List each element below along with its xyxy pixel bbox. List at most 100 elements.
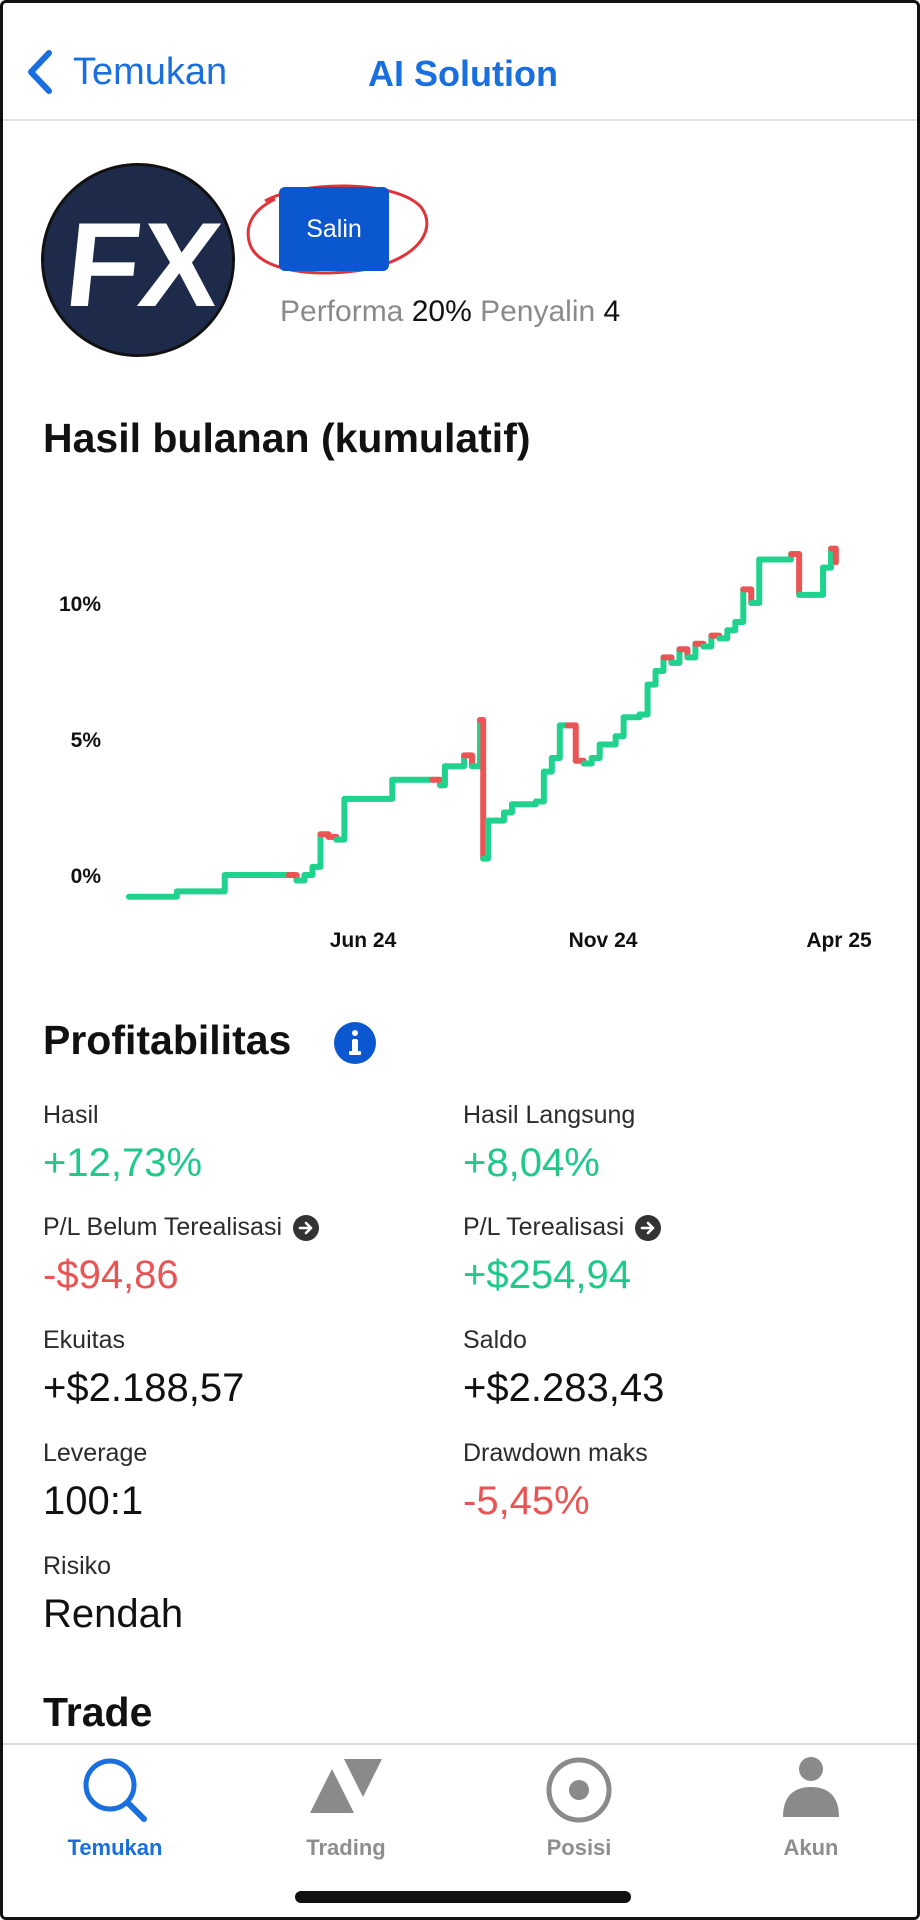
line-segment-up — [126, 888, 180, 900]
metric-label: Leverage — [43, 1439, 147, 1468]
bottom-tab-bar: Temukan Trading Posisi Akun — [3, 1743, 917, 1917]
y-tick-label: 0% — [71, 865, 102, 888]
profitability-title: Profitabilitas — [43, 1017, 292, 1063]
info-icon[interactable] — [333, 1021, 377, 1065]
chevron-left-icon — [28, 50, 52, 94]
metric-value: +$254,94 — [463, 1253, 631, 1297]
metric-label: Ekuitas — [43, 1326, 125, 1355]
copiers-label: Penyalin — [480, 295, 596, 328]
metric-label-text: Leverage — [43, 1439, 148, 1467]
line-segment-up — [532, 768, 547, 805]
metric-label: Saldo — [463, 1326, 527, 1355]
metric-label: Hasil — [43, 1101, 99, 1130]
line-segment-up — [173, 872, 228, 895]
search-icon — [83, 1758, 147, 1822]
back-label: Temukan — [73, 50, 228, 93]
line-segment-up — [480, 817, 491, 862]
home-indicator — [295, 1891, 631, 1903]
performance-label: Performa — [280, 295, 404, 328]
x-tick-label: Jun 24 — [330, 929, 397, 952]
line-segment-down — [461, 752, 476, 770]
line-segment-down — [477, 716, 487, 862]
line-segment-up — [636, 681, 651, 718]
nav-header: Temukan AI Solution — [3, 3, 917, 121]
trading-icon — [310, 1759, 382, 1813]
line-segment-up — [612, 714, 627, 740]
line-segment-down — [564, 722, 579, 764]
trade-title: Trade — [43, 1689, 153, 1735]
metric-value: -$94,86 — [43, 1253, 179, 1297]
line-segment-up — [381, 776, 396, 802]
y-tick-label: 5% — [71, 729, 102, 752]
monthly-results-title: Hasil bulanan (kumulatif) — [43, 415, 531, 461]
line-segment-up — [540, 755, 555, 775]
tab-label: Trading — [306, 1835, 386, 1860]
line-segment-up — [644, 668, 659, 688]
tab-posisi[interactable]: Posisi — [479, 1745, 679, 1875]
position-icon — [546, 1757, 612, 1823]
line-segment-up — [748, 556, 763, 606]
metric-value: 100:1 — [43, 1479, 144, 1523]
tab-trading[interactable]: Trading — [246, 1745, 446, 1875]
line-segment-up — [820, 545, 835, 571]
metric-label: Risiko — [43, 1552, 111, 1581]
tab-label: Akun — [783, 1835, 839, 1860]
line-segment-up — [469, 716, 484, 770]
x-tick-label: Apr 25 — [806, 929, 872, 952]
back-button[interactable]: Temukan — [25, 47, 227, 97]
tab-label: Posisi — [546, 1835, 612, 1860]
metric-value: +12,73% — [43, 1141, 203, 1185]
tab-akun[interactable]: Akun — [711, 1745, 911, 1875]
metric-value: -5,45% — [463, 1479, 590, 1523]
tab-label: Temukan — [67, 1835, 163, 1860]
y-tick-label: 10% — [59, 593, 101, 616]
line-segment-down — [788, 551, 803, 598]
line-segment-down — [828, 545, 839, 566]
line-segment-up — [333, 795, 348, 843]
line-segment-up — [588, 741, 603, 762]
metric-label: P/L Terealisasi — [463, 1213, 662, 1242]
metric-label-text: Ekuitas — [43, 1326, 125, 1354]
metric-label-text: Drawdown maks — [463, 1439, 648, 1467]
copy-button[interactable]: Salin — [279, 187, 389, 271]
copiers-value: 4 — [603, 295, 621, 328]
arrow-right-circle-icon[interactable] — [634, 1214, 662, 1242]
metric-value: +$2.188,57 — [43, 1366, 245, 1410]
line-segment-down — [740, 586, 755, 606]
cumulative-line-chart: 0% 5% 10% Jun 24 Nov 24 Apr 25 — [59, 545, 872, 952]
metric-label-text: P/L Belum Terealisasi — [43, 1213, 283, 1241]
line-segment-up — [548, 722, 563, 762]
line-segment-up — [812, 564, 827, 598]
fx-logo: FX — [44, 166, 232, 354]
page-title-text: AI Solution — [368, 53, 558, 94]
line-segment-up — [684, 640, 699, 661]
profile-stats: Performa 20% Penyalin 4 — [280, 295, 620, 329]
performance-value: 20% — [411, 295, 472, 328]
metric-label: P/L Belum Terealisasi — [43, 1213, 320, 1242]
avatar: FX — [41, 163, 235, 357]
metric-label: Hasil Langsung — [463, 1101, 635, 1130]
avatar-text: FX — [60, 198, 227, 332]
metric-label-text: Risiko — [43, 1552, 112, 1580]
line-segment-up — [453, 752, 468, 770]
metric-value: +$2.283,43 — [463, 1366, 665, 1410]
arrow-right-circle-icon[interactable] — [292, 1214, 320, 1242]
metric-label: Drawdown maks — [463, 1439, 648, 1468]
account-icon — [783, 1757, 839, 1817]
line-segment-up — [700, 632, 715, 650]
metric-label-text: Hasil — [43, 1101, 99, 1129]
line-segment-up — [437, 763, 448, 789]
line-segment-up — [732, 586, 747, 626]
metric-label-text: P/L Terealisasi — [463, 1213, 625, 1241]
page-title: AI Solution — [3, 53, 917, 95]
line-segment-up — [652, 654, 667, 674]
line-segment-up — [309, 831, 324, 870]
tab-temukan[interactable]: Temukan — [15, 1745, 215, 1875]
metric-value: +8,04% — [463, 1141, 600, 1185]
metric-label-text: Saldo — [463, 1326, 527, 1354]
metric-value: Rendah — [43, 1592, 184, 1636]
line-segment-up — [668, 646, 683, 666]
metric-label-text: Hasil Langsung — [463, 1101, 636, 1129]
x-tick-label: Nov 24 — [569, 929, 638, 952]
